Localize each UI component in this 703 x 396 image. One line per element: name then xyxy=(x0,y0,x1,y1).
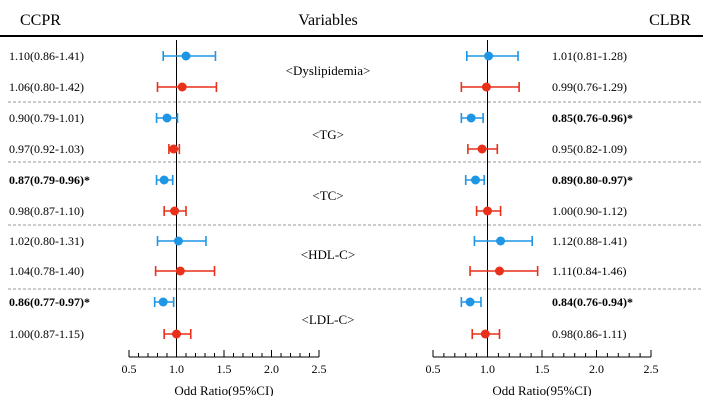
estimate-label: 0.90(0.79-1.01) xyxy=(9,111,84,125)
odds-ratio-point xyxy=(177,82,187,92)
x-tick-label: 1.0 xyxy=(480,362,495,376)
ci-marker-blue xyxy=(153,297,175,307)
odds-ratio-point xyxy=(162,113,172,123)
x-tick-label: 0.5 xyxy=(122,362,137,376)
variable-label: <TC> xyxy=(312,188,343,203)
ci-marker-blue xyxy=(473,236,533,246)
x-tick-label: 2.5 xyxy=(644,362,659,376)
ci-marker-red xyxy=(460,82,520,92)
estimate-label: 0.87(0.79-0.96)* xyxy=(9,173,90,187)
odds-ratio-point xyxy=(494,266,504,276)
ci-marker-blue xyxy=(465,51,519,61)
ci-marker-blue xyxy=(464,175,486,185)
header-clbr: CLBR xyxy=(649,12,691,29)
variable-label: <Dyslipidemia> xyxy=(286,63,371,78)
ci-marker-red xyxy=(469,266,539,276)
odds-ratio-point xyxy=(477,144,487,154)
estimate-label: 1.06(0.80-1.42) xyxy=(9,80,84,94)
odds-ratio-point xyxy=(159,175,169,185)
ci-marker-blue xyxy=(155,175,174,185)
ci-marker-blue xyxy=(460,113,484,123)
estimate-label: 1.00(0.87-1.15) xyxy=(9,327,84,341)
odds-ratio-point xyxy=(173,236,183,246)
ci-marker-red xyxy=(163,206,187,216)
ci-marker-blue xyxy=(460,297,482,307)
x-tick-label: 2.5 xyxy=(312,362,327,376)
ci-marker-red xyxy=(154,266,216,276)
odds-ratio-point xyxy=(484,51,494,61)
odds-ratio-point xyxy=(172,329,181,339)
odds-ratio-point xyxy=(158,297,168,307)
x-tick-label: 2.0 xyxy=(589,362,604,376)
odds-ratio-point xyxy=(483,206,492,216)
x-tick-label: 1.5 xyxy=(217,362,232,376)
estimate-label: 1.12(0.88-1.41) xyxy=(552,234,627,248)
x-axis-label: Odd Ratio(95%CI) xyxy=(174,383,273,396)
header-ccpr: CCPR xyxy=(20,12,61,29)
ci-marker-blue xyxy=(162,51,217,61)
x-axis-label: Odd Ratio(95%CI) xyxy=(492,383,591,396)
clbr-panel: 0.5 1.0 1.5 2.0 2.5 Odd Ratio(95%CI) 1.01(0.81… xyxy=(426,40,659,396)
variable-label: <LDL-C> xyxy=(302,312,355,327)
estimate-label: 0.98(0.86-1.11) xyxy=(552,327,627,341)
variable-label: <HDL-C> xyxy=(301,247,355,262)
estimate-label: 1.01(0.81-1.28) xyxy=(552,49,627,63)
odds-ratio-point xyxy=(181,51,191,61)
odds-ratio-point xyxy=(466,113,476,123)
estimate-label: 1.11(0.84-1.46) xyxy=(552,264,627,278)
estimate-label: 1.04(0.78-1.40) xyxy=(9,264,84,278)
x-tick-label: 1.5 xyxy=(535,362,550,376)
header-variables: Variables xyxy=(298,12,358,29)
x-tick-label: 2.0 xyxy=(264,362,279,376)
ccpr-panel: 0.5 1.0 1.5 2.0 2.5 Odd Ratio(95%CI) 1.10(0.86… xyxy=(9,40,327,396)
ci-marker-red xyxy=(471,329,501,339)
odds-ratio-point xyxy=(169,144,179,154)
ci-marker-red xyxy=(467,144,499,154)
odds-ratio-point xyxy=(481,82,491,92)
odds-ratio-point xyxy=(480,329,490,339)
estimate-label: 0.84(0.76-0.94)* xyxy=(552,295,633,309)
estimate-label: 0.99(0.76-1.29) xyxy=(552,80,627,94)
odds-ratio-point xyxy=(175,266,185,276)
estimate-label: 0.98(0.87-1.10) xyxy=(9,204,84,218)
odds-ratio-point xyxy=(170,206,180,216)
group-separators xyxy=(8,101,703,290)
ci-marker-red xyxy=(163,329,192,339)
estimate-label: 0.97(0.92-1.03) xyxy=(9,142,84,156)
estimate-label: 1.10(0.86-1.41) xyxy=(9,49,84,63)
ci-marker-blue xyxy=(155,113,179,123)
ci-marker-red xyxy=(475,206,502,216)
odds-ratio-point xyxy=(496,236,506,246)
odds-ratio-point xyxy=(465,297,475,307)
estimate-label: 1.02(0.80-1.31) xyxy=(9,234,84,248)
ci-marker-red xyxy=(168,144,181,154)
x-tick-label: 1.0 xyxy=(169,362,184,376)
variable-labels: <Dyslipidemia> <TG> <TC> <HDL-C> <LDL-C> xyxy=(286,63,371,327)
estimate-label: 0.85(0.76-0.96)* xyxy=(552,111,633,125)
estimate-label: 0.89(0.80-0.97)* xyxy=(552,173,633,187)
odds-ratio-point xyxy=(471,175,481,185)
estimate-label: 0.95(0.82-1.09) xyxy=(552,142,627,156)
x-tick-label: 0.5 xyxy=(426,362,441,376)
ci-marker-blue xyxy=(156,236,207,246)
estimate-label: 1.00(0.90-1.12) xyxy=(552,204,627,218)
variable-label: <TG> xyxy=(312,127,344,142)
ci-marker-red xyxy=(156,82,218,92)
estimate-label: 0.86(0.77-0.97)* xyxy=(9,295,90,309)
